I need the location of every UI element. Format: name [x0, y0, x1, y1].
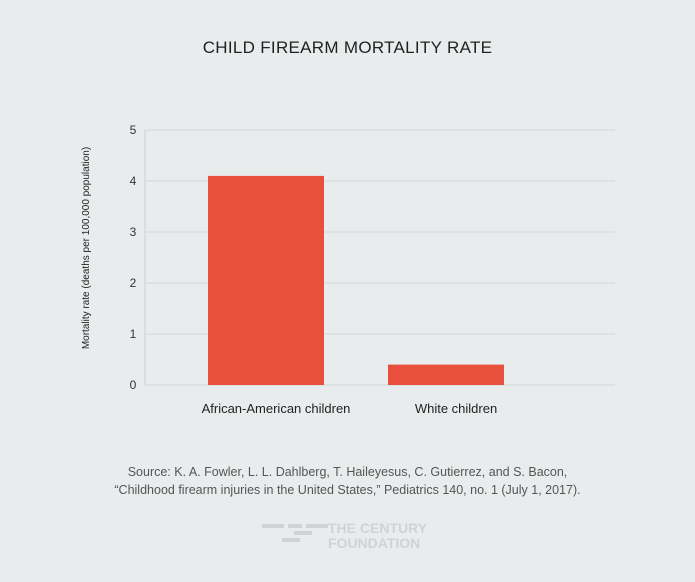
y-tick-label: 2 [130, 276, 137, 290]
x-tick-label: African-American children [202, 401, 351, 416]
source-line-1: Source: K. A. Fowler, L. L. Dahlberg, T.… [127, 465, 568, 479]
x-tick-label: White children [415, 401, 497, 416]
y-tick-label: 4 [130, 174, 137, 188]
bar-chart: 0 1 2 3 4 5 African-American children White chi… [81, 123, 615, 416]
y-axis-label: Mortality rate (deaths per 100,000 popul… [81, 147, 92, 349]
y-tick-label: 1 [130, 327, 137, 341]
logo-line-1: THE CENTURY [328, 520, 428, 536]
y-tick-label: 3 [130, 225, 137, 239]
source-note: Source: K. A. Fowler, L. L. Dahlberg, T.… [0, 463, 695, 499]
bar [388, 364, 504, 385]
source-line-2: “Childhood firearm injuries in the Unite… [114, 483, 581, 497]
chart-title: CHILD FIREARM MORTALITY RATE [202, 38, 493, 57]
y-tick-label: 5 [130, 123, 137, 137]
bar [208, 175, 324, 385]
y-tick-label: 0 [130, 378, 137, 392]
logo-line-2: FOUNDATION [328, 535, 421, 551]
century-foundation-logo: THE CENTURY FOUNDATION [262, 520, 442, 554]
